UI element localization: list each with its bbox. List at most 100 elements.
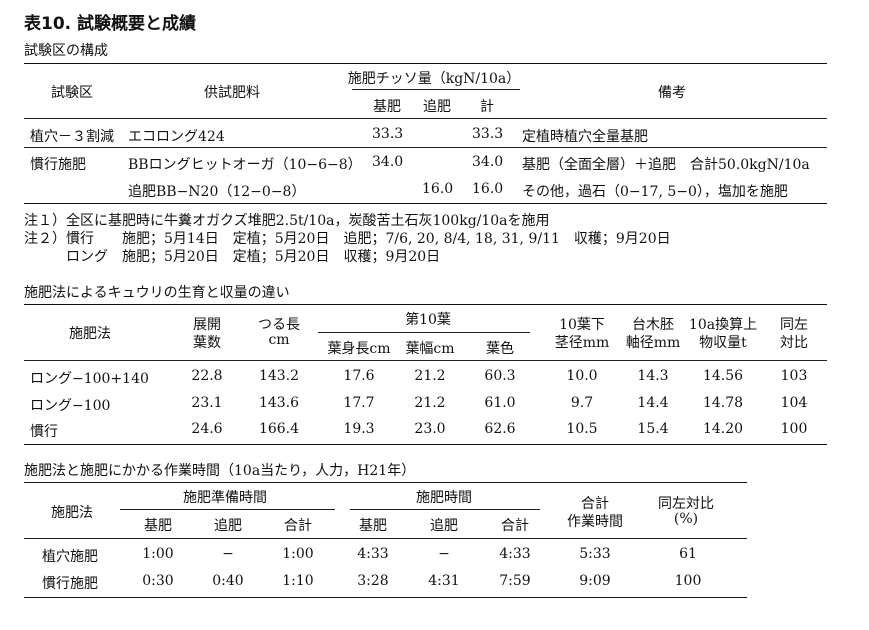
t1-r1-basal: 33.3 xyxy=(372,126,404,142)
t2-header-blade: 葉身長cm xyxy=(327,341,391,357)
t3-r1-sum: 5:33 xyxy=(579,546,611,562)
t1-r3-remarks: その他，過石（0−17, 5−0），塩加を施肥 xyxy=(522,184,788,200)
t3-header-fert-basal: 基肥 xyxy=(359,518,387,534)
t2-header-vine-2: cm xyxy=(268,332,290,348)
t1-header-plot: 試験区 xyxy=(51,85,93,101)
t3-header-prep-rule xyxy=(120,509,335,510)
table1-caption: 試験区の構成 xyxy=(24,43,108,59)
t2-r2-method: ロング−100 xyxy=(30,398,111,414)
t2-r2-root: 14.4 xyxy=(637,395,669,411)
t2-r3-root: 15.4 xyxy=(637,421,669,437)
t1-r3-total: 16.0 xyxy=(472,181,504,197)
t3-header-fert-top: 追肥 xyxy=(430,518,458,534)
t3-r2-prep-basal: 0:30 xyxy=(142,573,174,589)
t1-header-top: 追肥 xyxy=(423,99,451,115)
t1-r1-total: 33.3 xyxy=(472,126,504,142)
t2-r1-color: 60.3 xyxy=(484,368,516,384)
table1-top-rule xyxy=(24,63,827,64)
t2-header-ratio-2: 対比 xyxy=(780,335,808,351)
table3-caption: 施肥法と施肥にかかる作業時間（10a当たり，人力，H21年） xyxy=(24,463,416,479)
t1-row-rule xyxy=(24,147,827,148)
t2-header-stem-2: 茎径mm xyxy=(554,335,610,351)
t3-header-prep-total: 合計 xyxy=(284,518,312,534)
t2-header-width: 葉幅cm xyxy=(405,341,455,357)
t3-r2-fert-basal: 3:28 xyxy=(357,573,389,589)
t2-r3-color: 62.6 xyxy=(484,421,516,437)
t2-r3-yield: 14.20 xyxy=(702,421,744,437)
t1-r1-plot: 植穴－３割減 xyxy=(30,129,114,145)
t3-r2-fert-top: 4:31 xyxy=(428,573,460,589)
table1-bottom-rule xyxy=(24,203,827,204)
t2-r1-vine: 143.2 xyxy=(258,368,300,384)
t3-r2-sum: 9:09 xyxy=(579,573,611,589)
t2-header-rule xyxy=(24,360,827,361)
t1-note-1: 注１）全区に基肥時に牛糞オガクズ堆肥2.5t/10a，炭酸苦土石灰100kg/1… xyxy=(24,213,550,229)
t2-header-yield-2: 物収量t xyxy=(699,335,747,351)
t1-r2-plot: 慣行施肥 xyxy=(30,157,86,173)
t2-header-leaves-1: 展開 xyxy=(193,317,221,333)
t3-r1-fert-basal: 4:33 xyxy=(357,546,389,562)
t2-r3-ratio: 100 xyxy=(780,421,808,437)
t2-r3-blade: 19.3 xyxy=(343,421,375,437)
t3-header-fert-rule xyxy=(350,509,540,510)
t3-r2-ratio: 100 xyxy=(674,573,702,589)
t2-r2-stem: 9.7 xyxy=(570,395,594,411)
t2-r2-blade: 17.7 xyxy=(343,395,375,411)
t3-header-prep-top: 追肥 xyxy=(214,518,242,534)
t1-r3-fertilizer: 追肥BB−N20（12−0−8） xyxy=(128,184,306,200)
t1-header-basal: 基肥 xyxy=(373,99,401,115)
t1-note-3: ロング 施肥；5月20日 定植；5月20日 収穫；9月20日 xyxy=(24,249,441,265)
t2-header-leaves-2: 葉数 xyxy=(193,335,221,351)
t3-header-sum-2: 作業時間 xyxy=(567,514,623,530)
t2-r2-width: 21.2 xyxy=(414,395,446,411)
t1-header-total: 計 xyxy=(480,99,494,115)
t3-header-ratio-1: 同左対比 xyxy=(658,496,714,512)
t2-header-color: 葉色 xyxy=(486,341,514,357)
t2-r1-root: 14.3 xyxy=(637,368,669,384)
t1-header-fertilizer: 供試肥料 xyxy=(204,85,260,101)
t1-r1-fertilizer: エコロング424 xyxy=(128,129,225,145)
t2-r1-leaves: 22.8 xyxy=(191,368,223,384)
t2-r2-ratio: 104 xyxy=(780,395,808,411)
t3-r1-method: 植穴施肥 xyxy=(42,549,98,565)
t3-r2-prep-top: 0:40 xyxy=(212,573,244,589)
t2-r3-stem: 10.5 xyxy=(566,421,598,437)
t2-r2-leaves: 23.1 xyxy=(191,395,223,411)
t3-r1-fert-total: 4:33 xyxy=(499,546,531,562)
t2-r2-vine: 143.6 xyxy=(258,395,300,411)
t3-header-method: 施肥法 xyxy=(51,505,93,521)
t2-r3-width: 23.0 xyxy=(414,421,446,437)
t3-r2-fert-total: 7:59 xyxy=(499,573,531,589)
t2-r1-width: 21.2 xyxy=(414,368,446,384)
t2-r2-yield: 14.78 xyxy=(702,395,744,411)
t2-r1-ratio: 103 xyxy=(780,368,808,384)
t2-header-ratio-1: 同左 xyxy=(780,317,808,333)
t2-r1-method: ロング−100+140 xyxy=(30,371,149,387)
t2-r3-method: 慣行 xyxy=(30,424,58,440)
t1-header-n-amount: 施肥チッソ量（kgN/10a） xyxy=(347,71,521,87)
t3-r1-prep-top: − xyxy=(222,546,234,562)
table2-caption: 施肥法によるキュウリの生育と収量の違い xyxy=(24,285,290,301)
t2-header-root-1: 台木胚 xyxy=(632,317,674,333)
t1-header-rule xyxy=(24,118,827,119)
t1-header-remarks: 備考 xyxy=(658,85,686,101)
page-title: 表10. 試験概要と成績 xyxy=(24,14,197,34)
t3-r2-prep-total: 1:10 xyxy=(282,573,314,589)
t2-r2-color: 61.0 xyxy=(484,395,516,411)
t3-header-prep: 施肥準備時間 xyxy=(183,490,267,506)
t3-r2-method: 慣行施肥 xyxy=(42,576,98,592)
t2-header-method: 施肥法 xyxy=(69,326,111,342)
t3-header-fert: 施肥時間 xyxy=(416,490,472,506)
t1-header-subrule xyxy=(352,89,520,90)
t1-note-2: 注２）慣行 施肥；5月14日 定植；5月20日 追肥；7/6, 20, 8/4,… xyxy=(24,231,671,247)
t2-header-stem-1: 10葉下 xyxy=(559,317,605,333)
t3-r1-fert-top: − xyxy=(438,546,450,562)
t2-header-root-2: 軸径mm xyxy=(625,335,681,351)
t1-r2-basal: 34.0 xyxy=(372,154,404,170)
t3-header-prep-basal: 基肥 xyxy=(144,518,172,534)
t3-header-ratio-2: (%) xyxy=(673,511,699,527)
t2-r1-yield: 14.56 xyxy=(702,368,744,384)
t3-r1-prep-total: 1:00 xyxy=(282,546,314,562)
t2-header-vine-1: つる長 xyxy=(258,317,300,333)
table2-bottom-rule xyxy=(24,444,827,445)
